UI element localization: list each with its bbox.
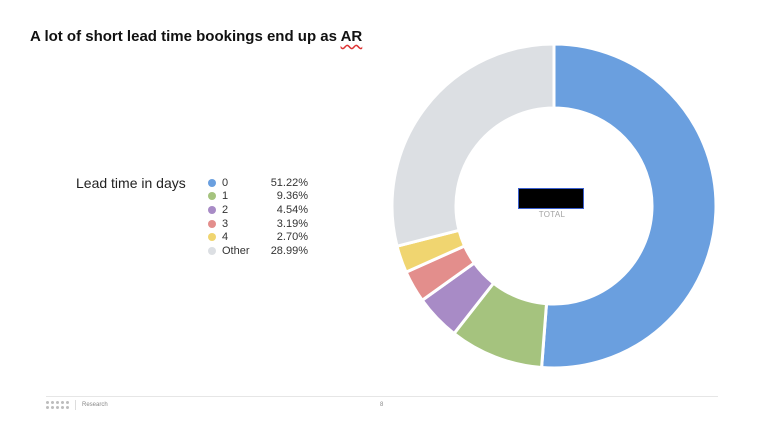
donut-chart — [390, 42, 718, 370]
legend-swatch — [208, 205, 216, 214]
redacted-total-value — [518, 188, 584, 209]
legend-category: 4 — [222, 231, 229, 244]
legend-swatch — [208, 246, 216, 255]
slide-title-ar: AR — [340, 28, 363, 45]
legend-category: 1 — [222, 190, 229, 203]
legend-title: Lead time in days — [76, 175, 186, 191]
legend-value: 9.36% — [276, 190, 308, 203]
legend-swatch — [208, 178, 216, 187]
footer-section-label: Research — [82, 402, 108, 408]
slide-title-text: A lot of short lead time bookings end up… — [30, 28, 341, 45]
footer-divider — [46, 396, 718, 397]
legend-value: 51.22% — [270, 176, 308, 189]
chart-legend: 0 51.22% 1 9.36% 2 4.54% 3 3.19% 4 2.70% Other 28.9… — [208, 176, 308, 258]
legend-item: 0 51.22% — [208, 176, 308, 190]
total-label: TOTAL — [538, 210, 566, 219]
slide-title: A lot of short lead time bookings end up… — [30, 28, 362, 45]
legend-swatch — [208, 192, 216, 201]
legend-item: 1 9.36% — [208, 190, 308, 204]
legend-category: 3 — [222, 217, 229, 230]
donut-slice-0 — [539, 42, 718, 370]
legend-value: 28.99% — [270, 244, 308, 257]
legend-item: Other 28.99% — [208, 244, 308, 258]
legend-swatch — [208, 233, 216, 242]
legend-item: 4 2.70% — [208, 230, 308, 244]
donut-slice-other — [390, 42, 556, 249]
legend-swatch — [208, 219, 216, 228]
footer-separator — [75, 400, 76, 410]
legend-category: 0 — [222, 176, 229, 189]
legend-category: 2 — [222, 203, 229, 216]
legend-value: 4.54% — [276, 203, 308, 216]
legend-value: 3.19% — [276, 217, 308, 230]
legend-item: 3 3.19% — [208, 217, 308, 231]
legend-category: Other — [222, 244, 250, 257]
page-number: 8 — [380, 402, 384, 408]
legend-value: 2.70% — [276, 231, 308, 244]
legend-item: 2 4.54% — [208, 203, 308, 217]
footer-logo — [46, 401, 70, 409]
